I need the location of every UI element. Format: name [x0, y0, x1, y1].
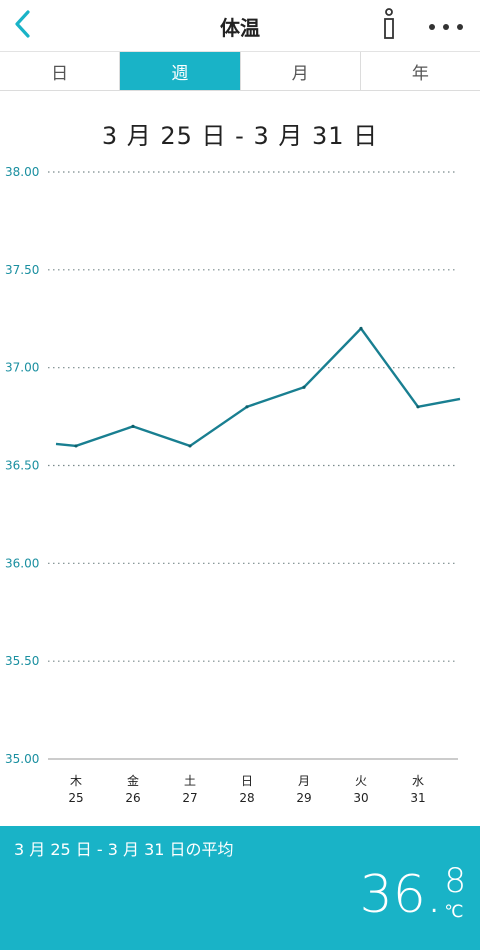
x-tick-day: 27	[182, 791, 197, 805]
tab-month[interactable]: 月	[240, 52, 361, 90]
y-tick-label: 36.00	[5, 556, 39, 570]
x-tick-day: 26	[125, 791, 140, 805]
average-integer: 36.	[359, 865, 443, 925]
x-tick-weekday: 日	[241, 774, 253, 788]
x-tick-weekday: 月	[298, 774, 310, 788]
data-point	[245, 405, 249, 409]
data-point	[74, 444, 78, 448]
x-tick-day: 31	[410, 791, 425, 805]
x-tick-weekday: 土	[184, 774, 196, 788]
x-tick-day: 29	[296, 791, 311, 805]
more-button[interactable]	[424, 10, 468, 40]
chevron-left-icon	[13, 9, 31, 43]
y-tick-label: 36.50	[5, 459, 39, 473]
y-tick-label: 38.00	[5, 165, 39, 179]
x-tick-day: 25	[68, 791, 83, 805]
data-point	[188, 444, 192, 448]
tab-year[interactable]: 年	[360, 52, 480, 90]
temperature-unit: ℃	[444, 902, 464, 922]
x-tick-weekday: 水	[412, 774, 424, 788]
chart-svg: 38.00 37.50 37.00 36.50 36.00 35.50 35.00 木 25 金 2…	[5, 165, 461, 805]
average-panel: 3 月 25 日 - 3 月 31 日の平均 36. 8 ℃	[0, 826, 480, 950]
y-tick-label: 37.50	[5, 263, 39, 277]
average-label: 3 月 25 日 - 3 月 31 日の平均	[14, 840, 234, 859]
tab-day[interactable]: 日	[0, 52, 121, 90]
data-point	[131, 424, 135, 428]
info-button[interactable]	[374, 6, 404, 46]
x-tick-weekday: 木	[70, 774, 82, 788]
period-tabs: 日 週 月 年	[0, 52, 480, 91]
more-horizontal-icon	[428, 16, 464, 35]
y-tick-label: 35.00	[5, 752, 39, 766]
back-button[interactable]	[4, 8, 40, 44]
average-decimal: 8	[444, 861, 466, 901]
average-fraction: 8 ℃	[444, 864, 466, 921]
average-value: 36. 8 ℃	[360, 864, 466, 921]
data-point	[302, 385, 306, 389]
data-point	[359, 326, 363, 331]
x-tick-day: 28	[239, 791, 254, 805]
info-icon	[382, 8, 396, 44]
data-point	[416, 405, 420, 409]
tab-week[interactable]: 週	[120, 52, 241, 90]
series-line	[55, 326, 461, 448]
temperature-chart: 38.00 37.50 37.00 36.50 36.00 35.50 35.00 木 25 金 2…	[0, 150, 480, 815]
y-tick-label: 37.00	[5, 361, 39, 375]
y-tick-label: 35.50	[5, 654, 39, 668]
date-range-label: 3 月 25 日 - 3 月 31 日	[101, 122, 379, 150]
x-tick-weekday: 火	[355, 774, 367, 788]
page-title: 体温	[220, 16, 260, 40]
header-bar: 体温	[0, 0, 480, 52]
x-tick-day: 30	[353, 791, 368, 805]
x-tick-weekday: 金	[127, 773, 139, 788]
